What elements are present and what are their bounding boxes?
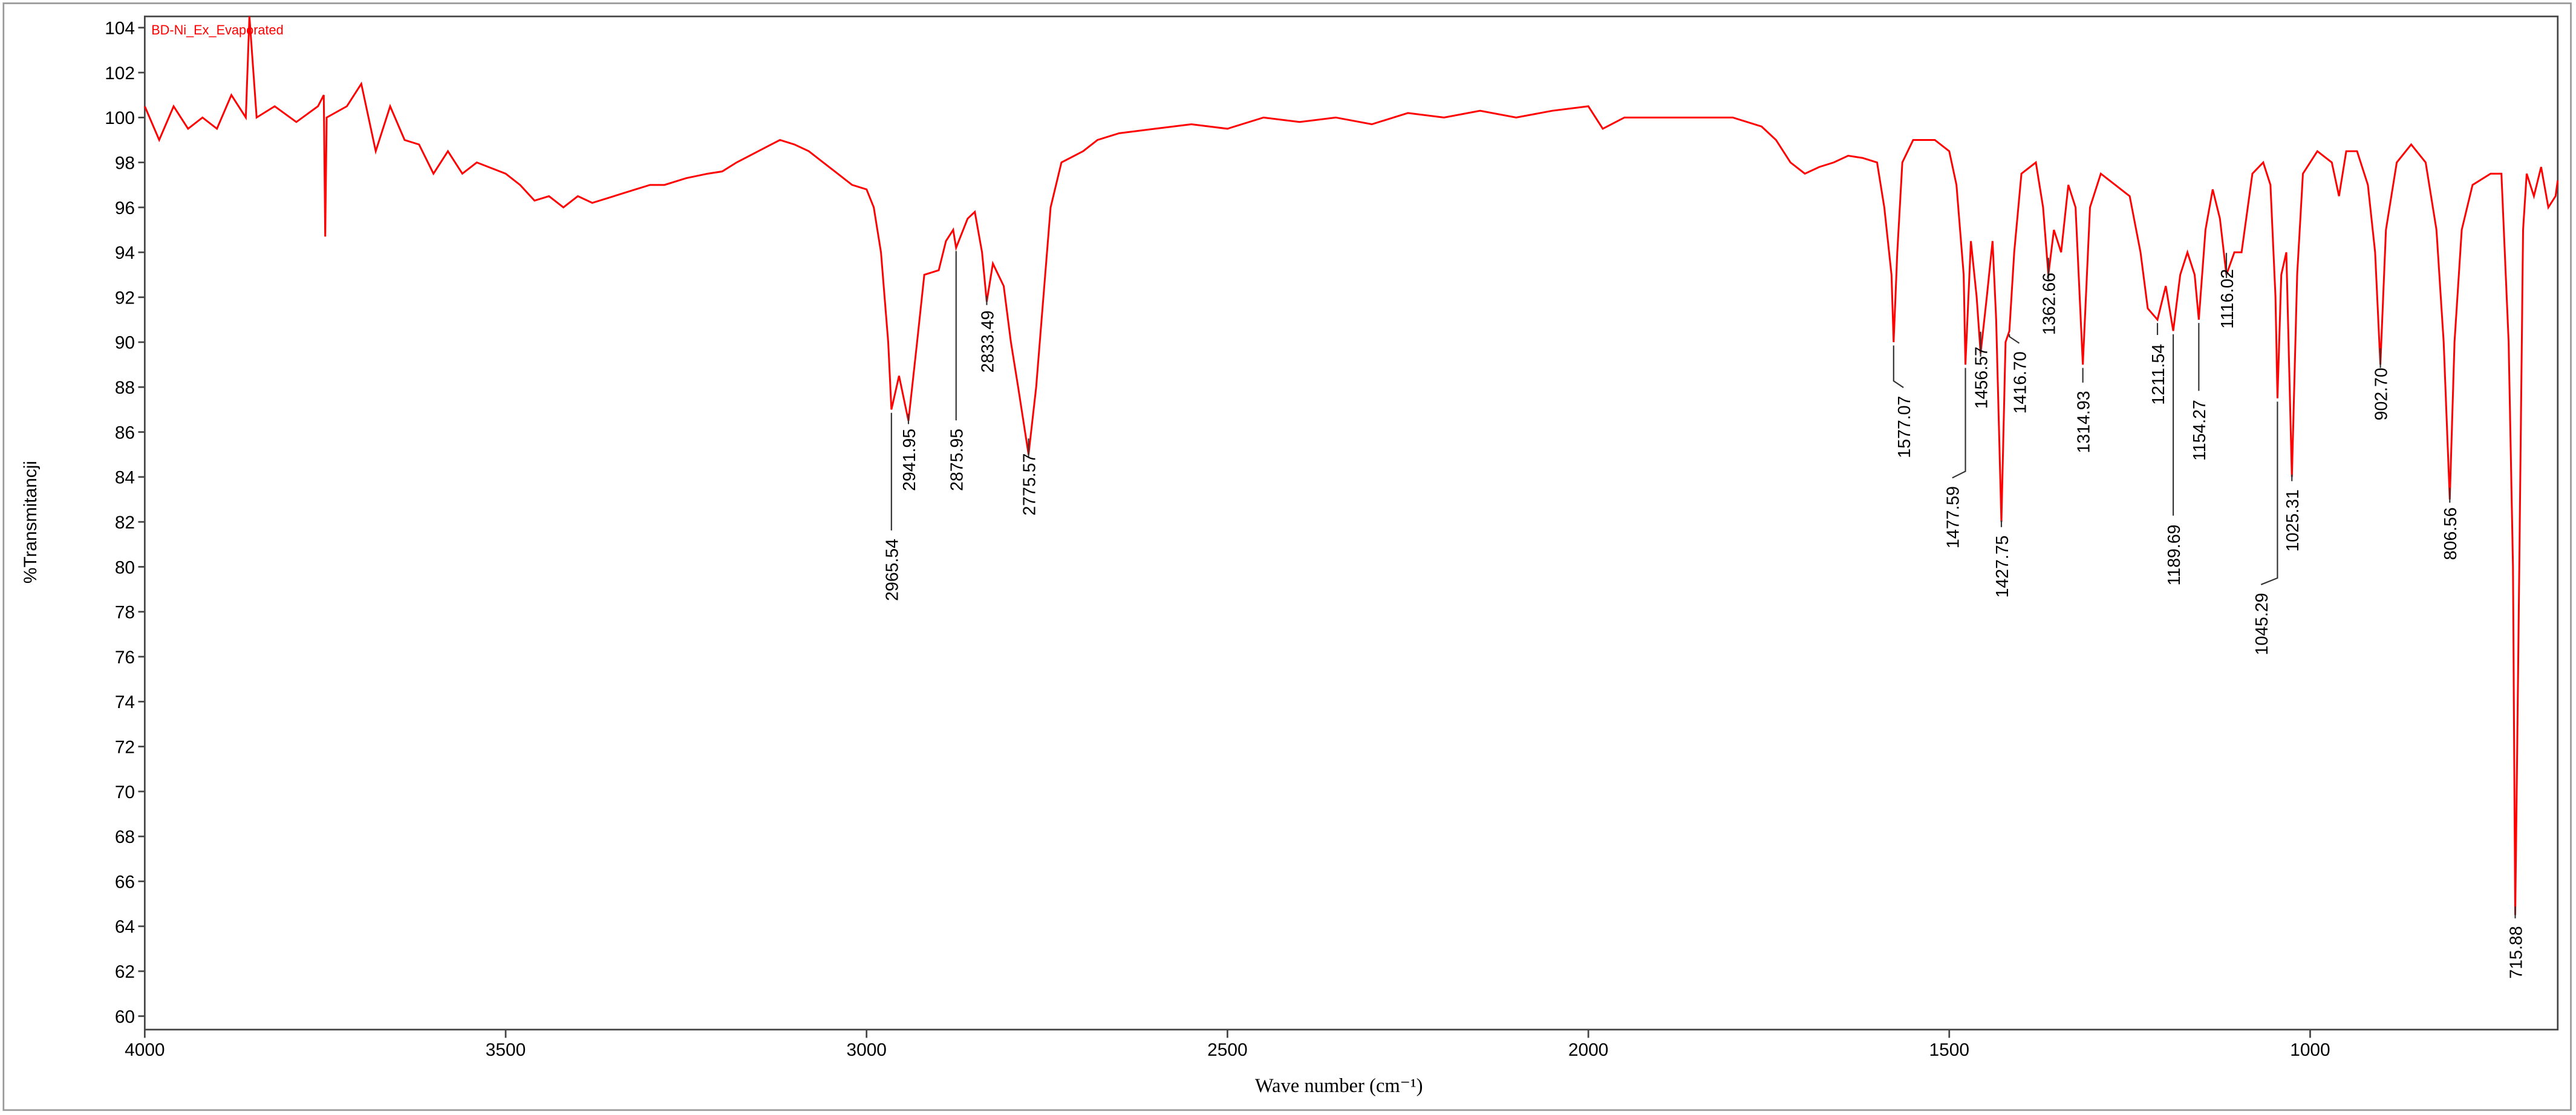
y-tick-label: 100: [105, 108, 135, 128]
x-tick-label: 1500: [1929, 1040, 1969, 1060]
y-tick-label: 70: [115, 782, 135, 802]
peak-label: 1211.54: [2149, 344, 2168, 405]
peak-label: 715.88: [2506, 926, 2526, 979]
peak-label: 1362.66: [2040, 273, 2059, 335]
y-axis-label: %Transmitancji: [21, 461, 41, 584]
peak-label: 902.70: [2372, 368, 2391, 420]
y-tick-label: 62: [115, 962, 135, 982]
y-tick-label: 76: [115, 648, 135, 668]
leader-line: [1893, 345, 1904, 388]
leader-line: [1952, 368, 1966, 479]
peak-label: 1314.93: [2074, 391, 2093, 453]
y-tick-label: 72: [115, 738, 135, 758]
peak-label: 2941.95: [900, 429, 919, 491]
x-tick-label: 3000: [846, 1040, 886, 1060]
y-tick-label: 92: [115, 288, 135, 308]
peak-label: 806.56: [2441, 507, 2460, 560]
y-tick-label: 94: [115, 243, 135, 263]
leader-line: [2009, 334, 2020, 344]
x-tick-label: 2000: [1568, 1040, 1608, 1060]
peak-label: 1577.07: [1895, 396, 1914, 458]
y-tick-label: 96: [115, 198, 135, 218]
y-tick-label: 80: [115, 558, 135, 577]
peak-label: 1116.02: [2218, 269, 2237, 329]
y-tick-label: 78: [115, 603, 135, 623]
y-tick-label: 84: [115, 468, 135, 488]
y-tick-label: 90: [115, 333, 135, 353]
peak-label: 2833.49: [978, 310, 997, 372]
peak-label: 1416.70: [2010, 351, 2030, 414]
peak-label: 1456.57: [1972, 346, 1991, 409]
y-tick-label: 60: [115, 1007, 135, 1027]
y-tick-label: 98: [115, 154, 135, 174]
peak-label: 2775.57: [1020, 453, 1039, 516]
x-tick-label: 2500: [1207, 1040, 1247, 1060]
series-label: BD-Ni_Ex_Evaporated: [151, 22, 284, 37]
y-tick-label: 68: [115, 827, 135, 847]
y-tick-label: 86: [115, 423, 135, 443]
x-axis-label: Wave number (cm⁻¹): [1255, 1075, 1423, 1097]
peak-label: 1427.75: [1993, 535, 2012, 597]
y-tick-label: 104: [105, 19, 135, 39]
peak-label: 1045.29: [2252, 593, 2272, 655]
peak-label: 1154.27: [2190, 400, 2209, 461]
x-tick-label: 4000: [125, 1040, 165, 1060]
y-tick-label: 102: [105, 63, 135, 83]
spectrum-line: [143, 16, 2559, 915]
x-tick-label: 3500: [486, 1040, 526, 1060]
y-tick-label: 88: [115, 378, 135, 398]
y-tick-label: 64: [115, 917, 135, 937]
leader-line: [2260, 401, 2278, 585]
peak-label: 2875.95: [948, 429, 967, 491]
peak-label: 1477.59: [1944, 486, 1963, 548]
x-tick-label: 1000: [2290, 1040, 2330, 1060]
y-tick-label: 82: [115, 513, 135, 533]
plot-area: [143, 15, 2559, 1031]
y-tick-label: 66: [115, 872, 135, 892]
peak-label: 2965.54: [883, 539, 902, 601]
peak-label: 1189.69: [2165, 524, 2184, 585]
peak-label: 1025.31: [2283, 489, 2303, 551]
y-tick-label: 74: [115, 692, 135, 712]
